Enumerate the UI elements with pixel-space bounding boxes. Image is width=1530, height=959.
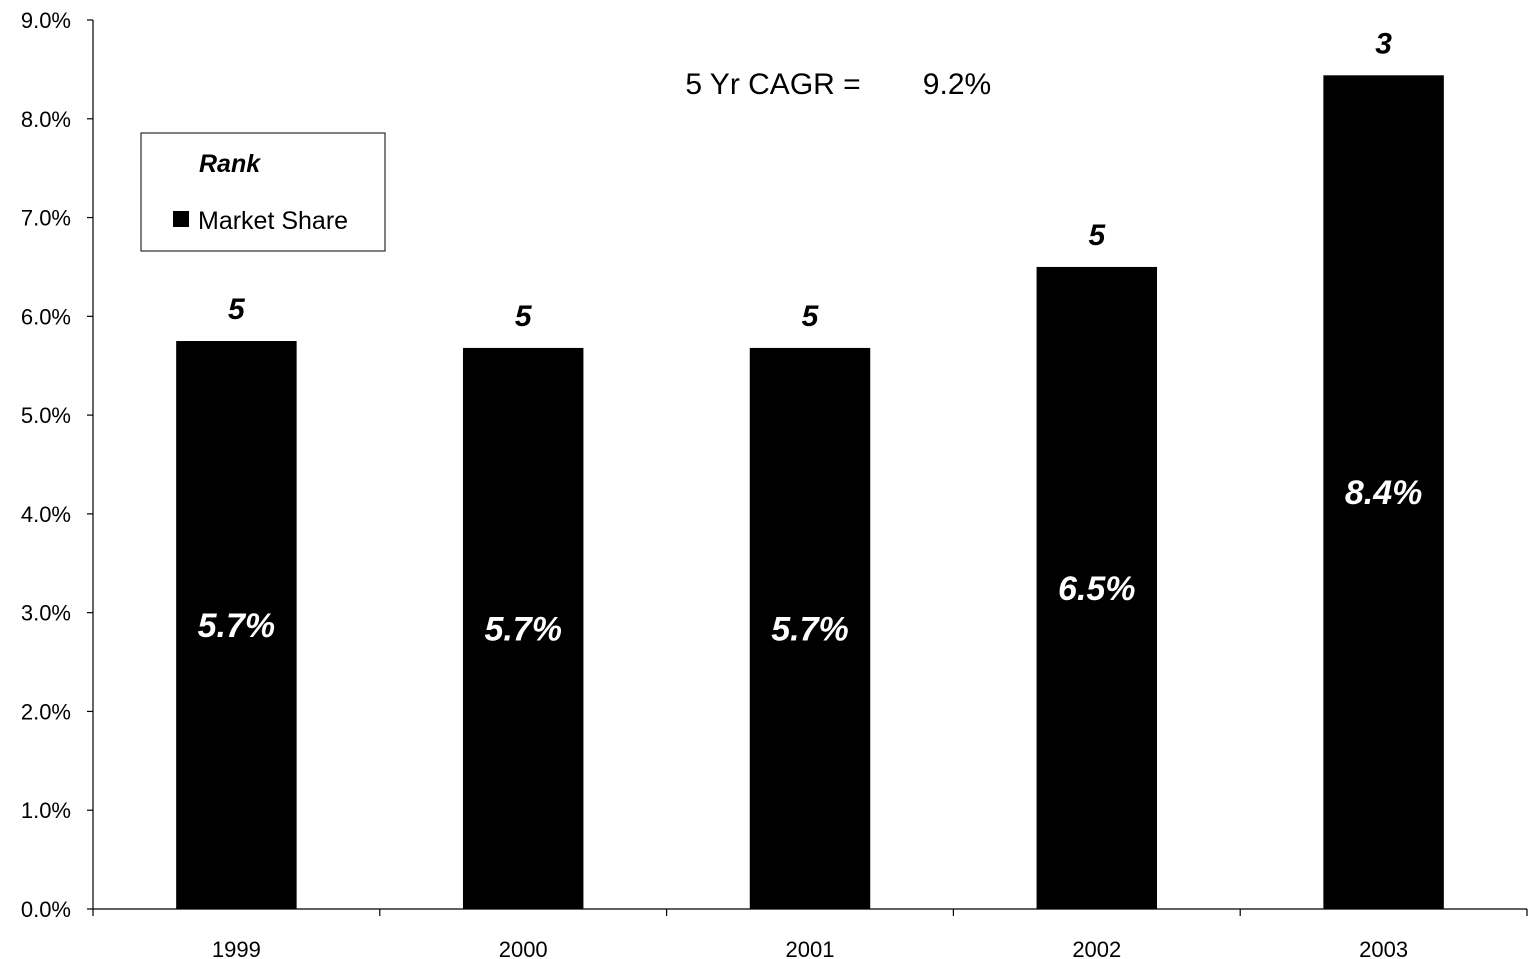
y-tick-label: 1.0% <box>21 798 71 823</box>
bar-2002 <box>1036 266 1158 909</box>
y-tick-label: 0.0% <box>21 897 71 922</box>
y-tick-label: 4.0% <box>21 502 71 527</box>
bars <box>176 75 1444 909</box>
cagr-annotation: 5 Yr CAGR = 9.2% <box>685 68 991 101</box>
value-label: 5.7% <box>771 610 849 648</box>
y-tick-label: 6.0% <box>21 304 71 329</box>
y-tick-label: 5.0% <box>21 403 71 428</box>
x-tick-label: 2002 <box>1072 937 1121 959</box>
x-tick-label: 1999 <box>212 937 261 959</box>
rank-label: 3 <box>1375 27 1392 60</box>
cagr-label: 5 Yr CAGR = <box>685 68 860 101</box>
rank-label: 5 <box>515 300 533 333</box>
value-label: 5.7% <box>198 607 276 645</box>
legend: Rank Market Share <box>140 132 386 252</box>
y-axis: 0.0% 1.0% 2.0% 3.0% 4.0% 5.0% 6.0% 7.0% 8.0% 9.0% <box>21 8 94 922</box>
rank-label: 5 <box>228 293 246 326</box>
bar-2003 <box>1323 75 1444 909</box>
x-tick-label: 2001 <box>786 937 835 959</box>
legend-title: Rank <box>199 150 261 178</box>
bar-1999 <box>176 341 297 909</box>
value-label: 8.4% <box>1345 474 1423 512</box>
rank-label: 5 <box>802 300 820 333</box>
y-tick-label: 8.0% <box>21 107 71 132</box>
value-label: 6.5% <box>1058 570 1136 608</box>
legend-entry-market-share: Market Share <box>198 207 348 235</box>
legend-swatch <box>173 211 189 227</box>
x-tick-label: 2003 <box>1359 937 1408 959</box>
y-tick-label: 9.0% <box>21 8 71 33</box>
value-labels: 5.7% 5.7% 5.7% 6.5% 8.4% <box>198 474 1423 648</box>
x-tick-label: 2000 <box>499 937 548 959</box>
bar-2001 <box>749 347 871 909</box>
cagr-value: 9.2% <box>923 68 991 101</box>
rank-labels: 5 5 5 5 3 <box>228 27 1392 333</box>
y-tick-label: 3.0% <box>21 601 71 626</box>
value-label: 5.7% <box>484 610 562 648</box>
legend-box <box>140 132 386 252</box>
rank-label: 5 <box>1088 219 1106 252</box>
x-axis: 1999 2000 2001 2002 2003 <box>92 908 1528 959</box>
bar-2000 <box>462 347 584 909</box>
y-tick-label: 7.0% <box>21 206 71 231</box>
y-tick-label: 2.0% <box>21 699 71 724</box>
